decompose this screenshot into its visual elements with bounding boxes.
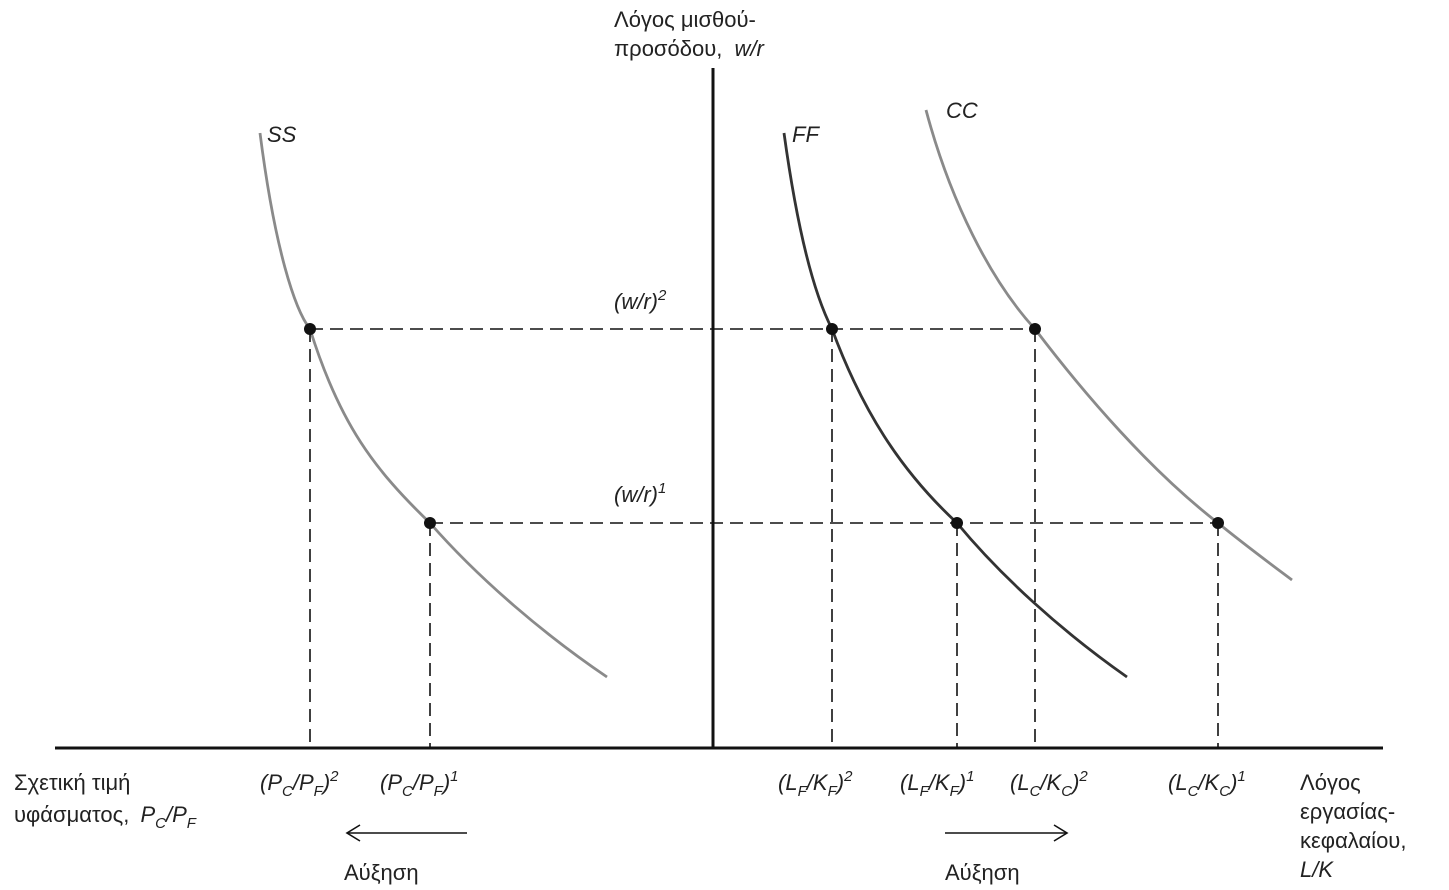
x-right-label-line4: L/K — [1300, 857, 1334, 882]
cc-label: CC — [946, 98, 978, 123]
left-increase-label: Αύξηση — [344, 860, 419, 885]
x-right-label-line3: κεφαλαίου, — [1300, 828, 1406, 853]
point-ss-high — [304, 323, 316, 335]
tick-pcpf-2: (PC/PF)2 — [260, 768, 339, 800]
x-left-label-line2: υφάσματος, PC/PF — [14, 802, 197, 832]
tick-lfkf-2: (LF/KF)2 — [778, 768, 853, 800]
point-cc-high — [1029, 323, 1041, 335]
right-increase-label: Αύξηση — [945, 860, 1020, 885]
y-axis-label-line2: προσόδου, w/r — [614, 36, 766, 61]
x-left-label-line1: Σχετική τιμή — [14, 770, 130, 795]
point-cc-low — [1212, 517, 1224, 529]
point-ff-low — [951, 517, 963, 529]
ff-curve — [782, 132, 1128, 679]
y-axis-label-line1: Λόγος μισθού- — [614, 7, 756, 32]
left-arrow-icon — [345, 824, 467, 842]
tick-lfkf-1: (LF/KF)1 — [900, 768, 974, 800]
point-ss-low — [424, 517, 436, 529]
ff-label: FF — [792, 122, 820, 147]
ss-curve — [258, 132, 608, 679]
tick-lckc-2: (LC/KC)2 — [1010, 768, 1088, 800]
cc-curve — [924, 109, 1293, 582]
tick-pcpf-1: (PC/PF)1 — [380, 768, 459, 800]
x-right-label-line1: Λόγος — [1300, 770, 1361, 795]
ss-label: SS — [267, 122, 297, 147]
tick-lckc-1: (LC/KC)1 — [1168, 768, 1246, 800]
wr2-label: (w/r)2 — [614, 287, 667, 314]
wr1-label: (w/r)1 — [614, 480, 666, 507]
point-ff-high — [826, 323, 838, 335]
right-arrow-icon — [945, 824, 1069, 842]
x-right-label-line2: εργασίας- — [1300, 799, 1395, 824]
